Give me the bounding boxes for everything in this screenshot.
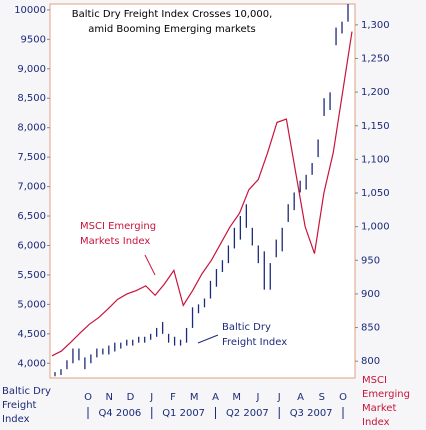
x-tick-label: A — [297, 392, 304, 403]
chart-title: Baltic Dry Freight Index Crosses 10,000, — [72, 9, 273, 20]
y2-tick-label: 900 — [361, 289, 380, 300]
y-tick-label: 7,000 — [17, 182, 46, 193]
y-tick-label: 9500 — [21, 34, 46, 45]
x-tick-label: F — [170, 392, 176, 403]
plot-area — [49, 3, 356, 379]
x-tick-label: J — [277, 392, 281, 403]
y-tick-label: 8,500 — [17, 93, 46, 104]
x-tick-label: D — [127, 392, 135, 403]
y2-tick-label: 1,100 — [361, 154, 390, 165]
y-axis-label: Baltic Dry — [2, 386, 51, 397]
y-tick-label: 4,000 — [17, 358, 46, 369]
y-tick-label: 4,500 — [17, 329, 46, 340]
y2-tick-label: 1,150 — [361, 121, 390, 132]
x-tick-label: O — [339, 392, 347, 403]
y2-tick-label: 1,300 — [361, 20, 390, 31]
x-tick-label: M — [232, 392, 241, 403]
y-tick-label: 9,000 — [17, 64, 46, 75]
y2-tick-label: 1,250 — [361, 53, 390, 64]
y-axis-label: Index — [2, 414, 30, 425]
x-tick-label: N — [106, 392, 113, 403]
chart-title: amid Booming Emerging markets — [88, 24, 256, 35]
annotation-pointer — [144, 254, 156, 276]
y-axis-label: Freight — [2, 400, 37, 411]
y-tick-label: 8,000 — [17, 123, 46, 134]
y2-axis-label: Market — [362, 403, 396, 414]
quarter-label: Q4 2006 — [98, 408, 141, 419]
quarter-label: Q3 2007 — [290, 408, 333, 419]
x-tick-label: J — [256, 392, 260, 403]
y2-axis-label: Index — [362, 417, 390, 428]
x-tick-label: S — [319, 392, 325, 403]
y2-axis-label: Emerging — [362, 389, 410, 400]
annotation: Baltic Dry — [222, 322, 271, 333]
y-tick-label: 7,500 — [17, 152, 46, 163]
x-tick-label: O — [84, 392, 92, 403]
quarter-label: Q1 2007 — [162, 408, 205, 419]
y2-tick-label: 1,200 — [361, 87, 390, 98]
y2-tick-label: 950 — [361, 255, 380, 266]
annotation: MSCI Emerging — [80, 221, 156, 232]
y-tick-label: 6,000 — [17, 240, 46, 251]
y-tick-label: 5,500 — [17, 270, 46, 281]
y2-tick-label: 1,000 — [361, 222, 390, 233]
x-tick-label: J — [149, 392, 153, 403]
x-tick-label: A — [212, 392, 219, 403]
y-tick-label: 5,000 — [17, 299, 46, 310]
y-tick-label: 6,500 — [17, 211, 46, 222]
y2-tick-label: 850 — [361, 323, 380, 334]
y2-tick-label: 1,050 — [361, 188, 390, 199]
y2-tick-label: 800 — [361, 356, 380, 367]
y-tick-label: 10000 — [14, 5, 46, 16]
quarter-label: Q2 2007 — [226, 408, 269, 419]
msci-line — [51, 31, 353, 357]
annotation-pointer — [197, 334, 219, 344]
y2-axis-label: MSCI — [362, 375, 387, 386]
x-tick-label: M — [190, 392, 199, 403]
annotation: Freight Index — [222, 337, 287, 348]
annotation: Markets Index — [80, 236, 150, 247]
